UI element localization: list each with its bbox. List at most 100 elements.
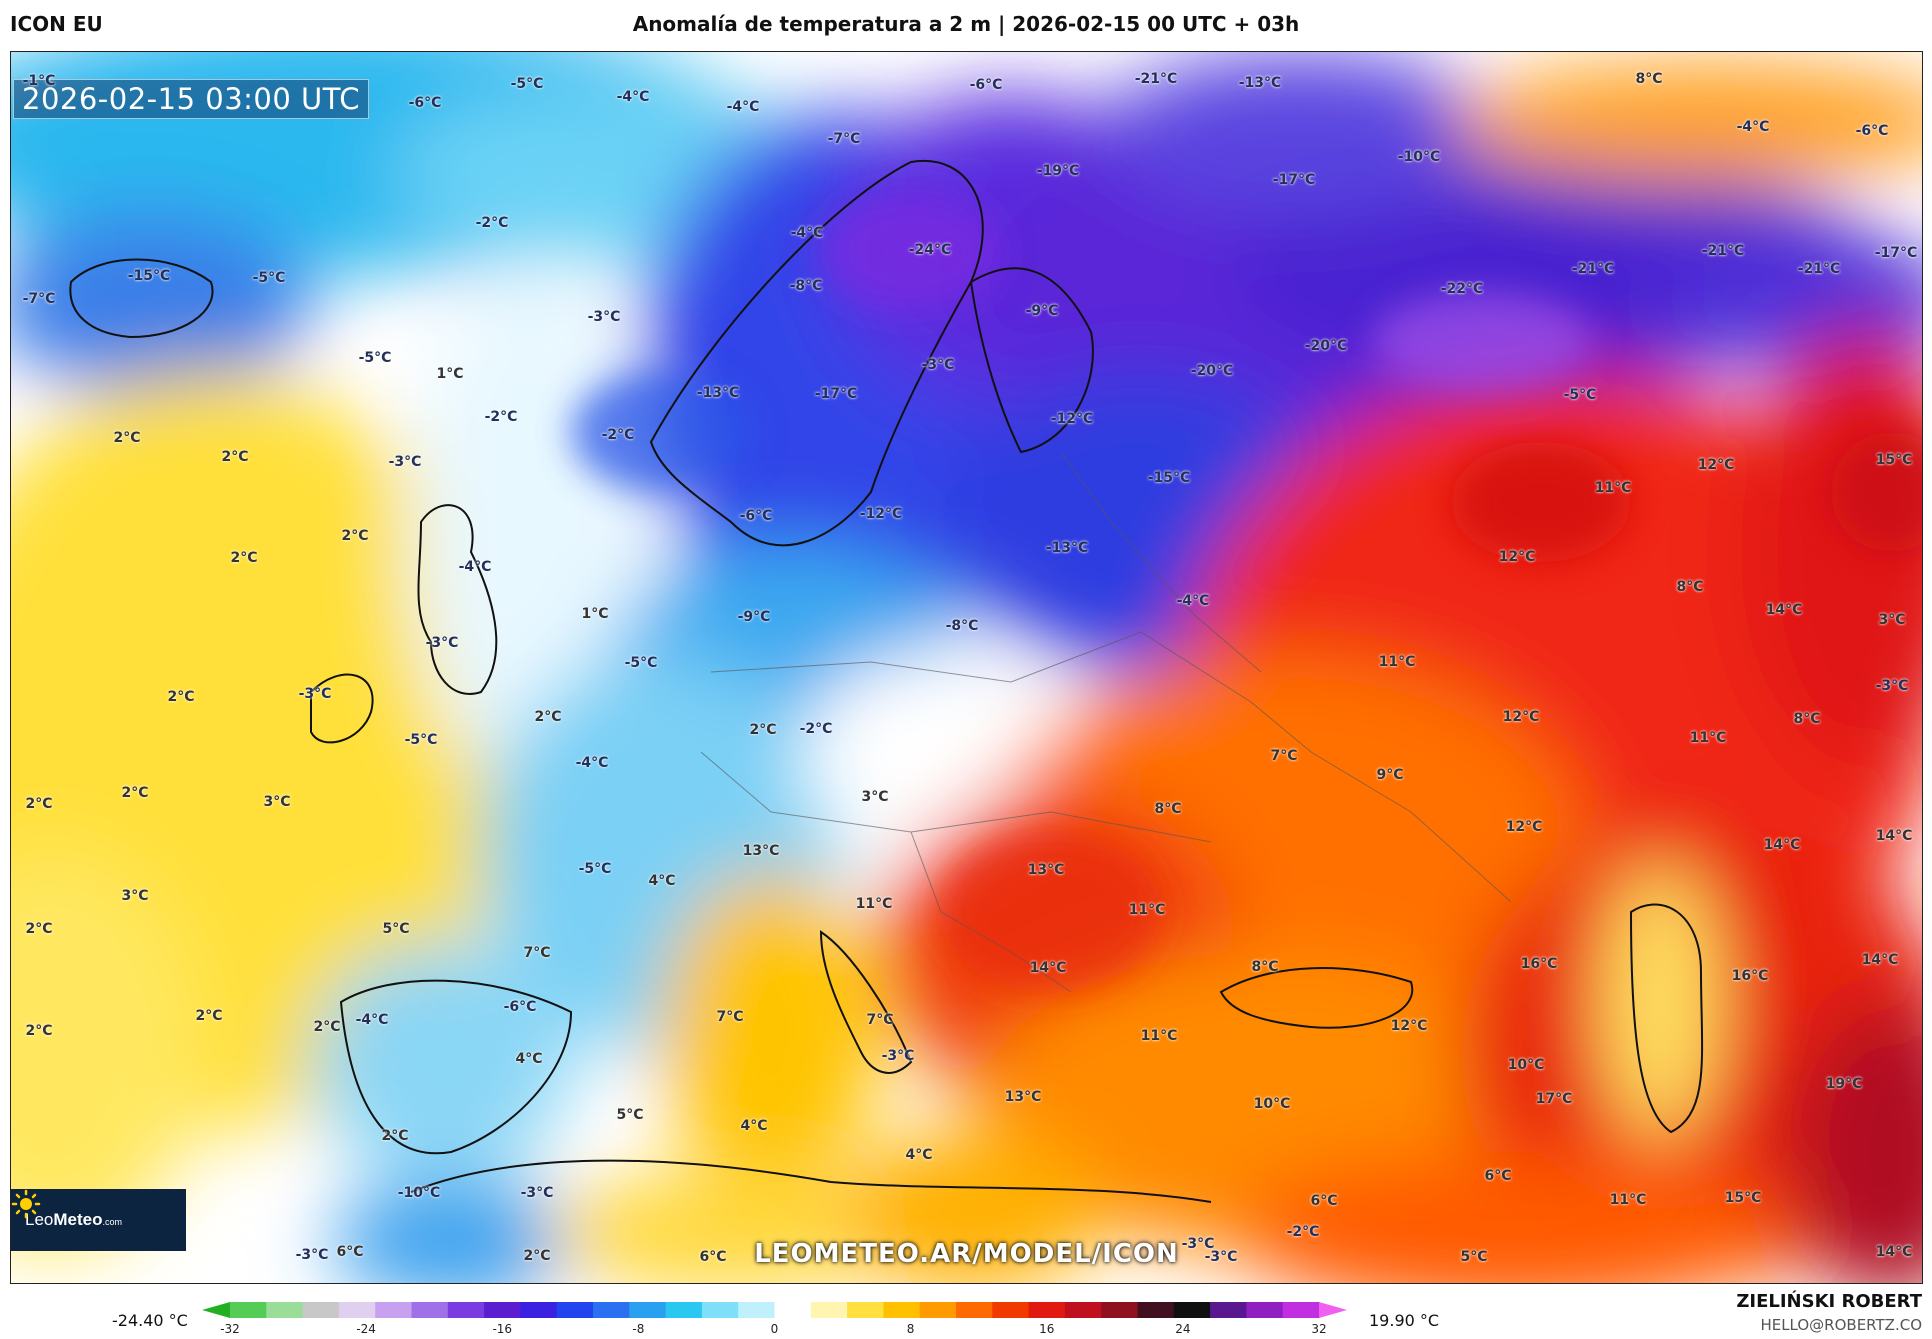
sun-icon (11, 1189, 41, 1219)
author-name: ZIELIŃSKI ROBERT (1736, 1291, 1922, 1312)
colorbar-segment (1210, 1302, 1247, 1318)
temperature-label: 1°C (581, 606, 609, 622)
temperature-label: 3°C (263, 794, 291, 810)
anomaly-map[interactable]: 2026-02-15 03:00 UTC -1°C -5°C -6°C -4°C -4°… (10, 51, 1923, 1284)
colorbar-segment (1137, 1302, 1175, 1318)
temperature-label: 11°C (1689, 730, 1727, 746)
colorbar-segment (665, 1302, 703, 1318)
temperature-label: -21°C (1701, 243, 1745, 259)
temperature-label: 11°C (1140, 1028, 1178, 1044)
watermark-url: LEOMETEO.AR/MODEL/ICON (754, 1239, 1179, 1269)
anomaly-detail (571, 192, 1922, 992)
colorbar-segment (883, 1302, 921, 1318)
temperature-label: 12°C (1505, 819, 1543, 835)
temperature-label: 5°C (382, 921, 410, 937)
author-email[interactable]: HELLO@ROBERTZ.CO (1760, 1316, 1922, 1334)
colorbar-tick-label: 24 (1175, 1322, 1191, 1336)
temperature-label: 14°C (1861, 952, 1899, 968)
colorbar-segment (266, 1302, 304, 1318)
colorbar-segment (956, 1302, 993, 1318)
temperature-label: 2°C (25, 796, 53, 812)
temperature-label: 7°C (523, 945, 551, 961)
temperature-label: 12°C (1390, 1018, 1428, 1034)
borders (700, 451, 1512, 993)
logo-text: LeoMeteo.com (25, 1210, 123, 1229)
temperature-label: -8°C (945, 618, 979, 634)
temperature-label: 11°C (1378, 654, 1416, 670)
colorbar-segment (847, 1302, 884, 1318)
timestamp-badge: 2026-02-15 03:00 UTC (13, 79, 370, 119)
temperature-label: -13°C (1045, 540, 1089, 556)
temperature-label: -5°C (404, 732, 438, 748)
temperature-label: 10°C (1253, 1096, 1291, 1112)
temperature-label: 2°C (25, 921, 53, 937)
temperature-label: 2°C (381, 1128, 409, 1144)
colorbar-segment (556, 1302, 594, 1318)
temperature-label: 5°C (1460, 1249, 1488, 1265)
temperature-label: -12°C (1050, 411, 1094, 427)
temperature-label: -8°C (789, 278, 823, 294)
map-title: Anomalía de temperatura a 2 m | 2026-02-… (632, 12, 1300, 36)
temperature-label: -10°C (1397, 149, 1441, 165)
temperature-label: -4°C (1736, 119, 1770, 135)
temperature-label: -4°C (1176, 593, 1210, 609)
colorbar-segment (230, 1302, 267, 1318)
temperature-label: -6°C (739, 508, 773, 524)
temperature-label: 15°C (1724, 1190, 1762, 1206)
temperature-label: 14°C (1765, 602, 1803, 618)
temperature-label: 19°C (1825, 1076, 1863, 1092)
temperature-label: -4°C (726, 99, 760, 115)
temperature-label: 1°C (436, 366, 464, 382)
temperature-label: 17°C (1535, 1091, 1573, 1107)
temperature-label: -3°C (1181, 1236, 1215, 1252)
colorbar-segment (629, 1302, 667, 1318)
temperature-label: -4°C (790, 225, 824, 241)
temperature-label: -3°C (298, 686, 332, 702)
temperature-label: -9°C (737, 609, 771, 625)
temperature-label: 13°C (1004, 1089, 1042, 1105)
temperature-label: 12°C (1502, 709, 1540, 725)
temperature-label: -6°C (408, 95, 442, 111)
temperature-label: 11°C (1609, 1192, 1647, 1208)
temperature-label: 2°C (221, 449, 249, 465)
colorbar-segment (701, 1302, 739, 1318)
colorbar-ticks: -32 -24 -16 -8 0 8 16 24 32 (202, 1322, 1347, 1338)
temperature-label: 14°C (1763, 837, 1801, 853)
temperature-label: 2°C (523, 1248, 551, 1264)
temperature-label: -9°C (1025, 303, 1059, 319)
temperature-label: -2°C (799, 721, 833, 737)
colorbar-tick-label: -32 (220, 1322, 240, 1336)
temperature-label: -5°C (578, 861, 612, 877)
temperature-label: -6°C (969, 77, 1003, 93)
colorbar-max-extend (1319, 1302, 1347, 1318)
temperature-label: 10°C (1507, 1057, 1545, 1073)
temperature-label: -3°C (921, 357, 955, 373)
temperature-label: -21°C (1134, 71, 1178, 87)
colorbar-segment (1173, 1302, 1211, 1318)
temperature-label: -5°C (624, 655, 658, 671)
temperature-label: 6°C (1310, 1193, 1338, 1209)
temperature-label: -3°C (295, 1247, 329, 1263)
temperature-label: 11°C (855, 896, 893, 912)
temperature-label: -13°C (1238, 75, 1282, 91)
colorbar-tick-label: -16 (492, 1322, 513, 1336)
colorbar-segment (338, 1302, 376, 1318)
colorbar-tick-label: 8 (906, 1322, 915, 1336)
colorbar-segment (738, 1302, 776, 1318)
temperature-label: -22°C (1440, 281, 1484, 297)
leometeo-logo[interactable]: LeoMeteo.com (11, 1189, 186, 1251)
temperature-label: 2°C (230, 550, 258, 566)
colorbar (202, 1302, 1347, 1318)
temperature-label: -7°C (22, 291, 56, 307)
temperature-label: 6°C (699, 1249, 727, 1265)
temperature-label: 6°C (1484, 1168, 1512, 1184)
temperature-label: 2°C (25, 1023, 53, 1039)
temperature-label: -5°C (1563, 387, 1597, 403)
temperature-label: -2°C (484, 409, 518, 425)
temperature-label: 7°C (1270, 748, 1298, 764)
temperature-label: 13°C (1027, 862, 1065, 878)
temperature-label: -20°C (1304, 338, 1348, 354)
temperature-label: -2°C (601, 427, 635, 443)
temperature-label: 2°C (121, 785, 149, 801)
temperature-label: -4°C (575, 755, 609, 771)
